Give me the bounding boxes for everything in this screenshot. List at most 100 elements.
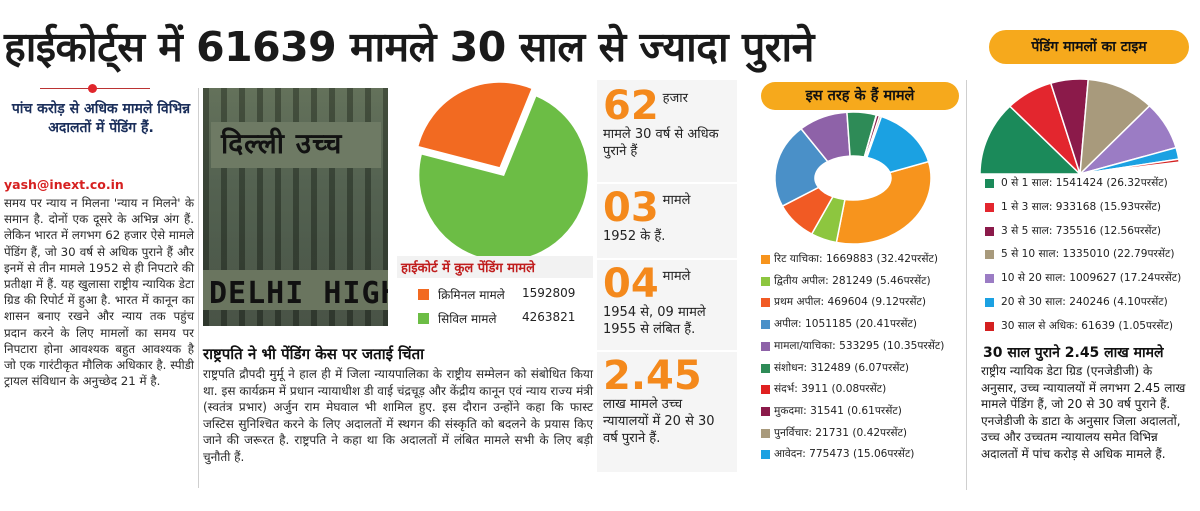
fact-separator — [597, 182, 737, 184]
fact-block: 03 मामले 1952 के हैं. — [603, 188, 743, 245]
case-type-legend-row: मुकदमा: 31541 (0.61परसेंट) — [761, 404, 961, 424]
legend-swatch — [761, 341, 770, 351]
legend-label: रिट याचिका: 1669883 (32.42परसेंट) — [774, 253, 938, 265]
legend-swatch — [418, 313, 429, 324]
legend-swatch — [761, 450, 770, 460]
case-type-legend-row: रिट याचिका: 1669883 (32.42परसेंट) — [761, 252, 961, 272]
pending-time-slice-0 — [980, 105, 1082, 175]
photo-sign-top-text: दिल्ली उच्च — [221, 127, 343, 160]
legend-label: प्रथम अपील: 469604 (9.12परसेंट) — [774, 296, 926, 309]
case-type-legend-row: मामला/याचिका: 533295 (10.35परसेंट) — [761, 339, 961, 359]
right-story-body: राष्ट्रीय न्यायिक डेटा ग्रिड (एनजेडीजी) … — [981, 364, 1186, 461]
highcourt-pending-pie — [416, 81, 590, 258]
highcourt-pie-slice-0 — [416, 81, 534, 169]
facts-column: 62 हजार मामले 30 वर्ष से अधिक पुराने हैं 03… — [597, 80, 737, 472]
legend-label: आवेदन: 775473 (15.06परसेंट) — [774, 448, 915, 461]
fact-text: 1954 से, 09 मामले 1955 से लंबित हैं. — [603, 305, 706, 337]
legend-label: मामला/याचिका: 533295 (10.35परसेंट) — [774, 339, 945, 352]
fact-text: लाख मामले उच्च न्यायालयों में 20 से 30 व… — [603, 397, 715, 446]
legend-swatch — [418, 289, 429, 300]
legend-label: संदर्भ: 3911 (0.08परसेंट) — [774, 383, 887, 396]
pending-time-title: पेंडिंग मामलों का टाइम — [989, 30, 1189, 64]
legend-label: 30 साल से अधिक: 61639 (1.05परसेंट) — [1001, 319, 1174, 332]
case-types-donut — [774, 111, 932, 245]
fact-block: 04 मामले 1954 से, 09 मामले 1955 से लंबित ह… — [603, 264, 743, 338]
fact-number: 04 — [603, 261, 659, 307]
pending-time-legend-row: 20 से 30 साल: 240246 (4.10परसेंट) — [985, 295, 1195, 315]
legend-label: द्वितीय अपील: 281249 (5.46परसेंट) — [774, 274, 931, 287]
fact-number: 03 — [603, 185, 659, 231]
legend-label: 20 से 30 साल: 240246 (4.10परसेंट) — [1001, 296, 1168, 308]
pending-time-legend-row: 30 साल से अधिक: 61639 (1.05परसेंट) — [985, 319, 1195, 339]
legend-value: 1592809 — [522, 286, 576, 300]
fact-separator — [597, 258, 737, 260]
pending-time-slice-3 — [1079, 78, 1151, 176]
legend-swatch — [761, 406, 770, 416]
fact-unit: मामले — [662, 193, 691, 208]
pending-time-legend-row: 0 से 1 साल: 1541424 (26.32परसेंट) — [985, 176, 1195, 196]
legend-swatch — [761, 320, 770, 330]
legend-swatch — [761, 276, 770, 286]
case-type-legend-row: प्रथम अपील: 469604 (9.12परसेंट) — [761, 295, 961, 315]
legend-label: अपील: 1051185 (20.41परसेंट) — [774, 318, 917, 331]
pending-time-legend-row: 1 से 3 साल: 933168 (15.93परसेंट) — [985, 200, 1195, 220]
legend-swatch — [985, 226, 994, 236]
case-types-slice-9 — [865, 115, 930, 174]
pending-time-slice-6 — [1079, 158, 1181, 175]
red-dot-icon — [88, 84, 97, 93]
fact-unit: हजार — [662, 91, 688, 106]
legend-swatch — [761, 428, 770, 438]
photo-sign-top — [211, 122, 381, 168]
byline-email[interactable]: yash@inext.co.in — [4, 177, 124, 192]
legend-swatch — [985, 250, 994, 260]
fact-block: 2.45 लाख मामले उच्च न्यायालयों में 20 से … — [603, 356, 743, 447]
case-types-title: इस तरह के हैं मामले — [761, 82, 959, 110]
fact-number: 2.45 — [603, 353, 702, 399]
pending-time-legend-row: 5 से 10 साल: 1335010 (22.79परसेंट) — [985, 247, 1195, 267]
legend-value: 4263821 — [522, 310, 576, 324]
left-article-body: समय पर न्याय न मिलना 'न्याय न मिलने' के … — [4, 196, 195, 389]
column-divider — [966, 80, 967, 490]
delhi-high-court-photo: दिल्ली उच्च DELHI HIGH CO — [203, 88, 388, 326]
case-type-legend-row: संशोधन: 312489 (6.07परसेंट) — [761, 361, 961, 381]
legend-swatch — [985, 298, 994, 307]
legend-label: पुनर्विचार: 21731 (0.42परसेंट) — [774, 426, 908, 439]
case-types-slice-0 — [835, 160, 932, 245]
legend-swatch — [761, 363, 770, 373]
legend-label: सिविल मामले — [438, 312, 497, 326]
highcourt-pie-title: हाईकोर्ट में कुल पेंडिंग मामले — [397, 256, 593, 278]
legend-swatch — [985, 179, 994, 188]
fact-text: 1952 के हैं. — [603, 229, 666, 244]
legend-swatch — [985, 274, 994, 284]
fact-text: मामले 30 वर्ष से अधिक पुराने हैं — [603, 127, 719, 159]
legend-label: 5 से 10 साल: 1335010 (22.79परसेंट) — [1001, 248, 1175, 261]
legend-swatch — [761, 298, 770, 308]
legend-label: संशोधन: 312489 (6.07परसेंट) — [774, 361, 909, 374]
pending-time-legend-row: 3 से 5 साल: 735516 (12.56परसेंट) — [985, 224, 1195, 244]
photo-sign-bottom-text: DELHI HIGH CO — [209, 276, 388, 311]
highcourt-pie-slice-1 — [417, 94, 590, 258]
pending-time-pie — [980, 78, 1181, 176]
case-type-legend-row: संदर्भ: 3911 (0.08परसेंट) — [761, 382, 961, 402]
legend-label: मुकदमा: 31541 (0.61परसेंट) — [774, 404, 902, 417]
legend-swatch — [985, 202, 994, 212]
right-story-heading: 30 साल पुराने 2.45 लाख मामले — [983, 345, 1164, 361]
intro-text: पांच करोड़ से अधिक मामले विभिन्न अदालतों… — [11, 101, 191, 136]
president-story-body: राष्ट्रपति द्रौपदी मुर्मू ने हाल ही में … — [203, 367, 593, 464]
page-headline: हाईकोर्ट्स में 61639 मामले 30 साल से ज्य… — [4, 23, 814, 71]
case-type-legend-row: अपील: 1051185 (20.41परसेंट) — [761, 317, 961, 337]
fact-separator — [597, 350, 737, 352]
legend-swatch — [761, 385, 770, 395]
photo-sign-bottom — [203, 270, 388, 310]
pending-time-legend-row: 10 से 20 साल: 1009627 (17.24परसेंट) — [985, 271, 1195, 291]
legend-swatch — [761, 255, 770, 264]
legend-label: क्रिमिनल मामले — [438, 288, 505, 302]
fact-number: 62 — [603, 83, 659, 129]
president-story-heading: राष्ट्रपति ने भी पेंडिंग केस पर जताई चिं… — [203, 345, 425, 363]
case-type-legend-row: आवेदन: 775473 (15.06परसेंट) — [761, 447, 961, 467]
legend-swatch — [985, 321, 994, 331]
legend-label: 10 से 20 साल: 1009627 (17.24परसेंट) — [1001, 272, 1182, 285]
column-divider — [198, 88, 199, 488]
case-type-legend-row: द्वितीय अपील: 281249 (5.46परसेंट) — [761, 274, 961, 294]
fact-unit: मामले — [662, 269, 691, 284]
